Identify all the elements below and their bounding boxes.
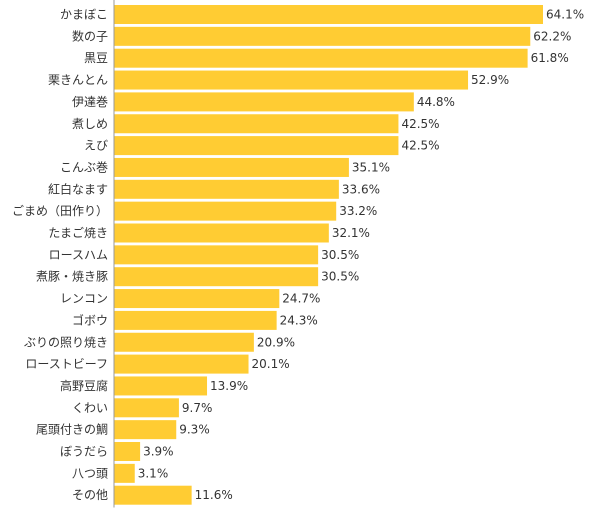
value-label: 11.6% bbox=[195, 488, 233, 502]
bar bbox=[114, 179, 339, 199]
category-label: 煮しめ bbox=[72, 117, 108, 131]
category-label: 黒豆 bbox=[84, 51, 108, 65]
category-label: たまご焼き bbox=[48, 225, 108, 240]
bar bbox=[114, 267, 319, 287]
bar bbox=[114, 376, 208, 396]
value-label: 30.5% bbox=[321, 270, 359, 284]
category-label: ゴボウ bbox=[72, 312, 108, 327]
value-label: 3.1% bbox=[138, 466, 169, 480]
bar bbox=[114, 354, 249, 374]
bar bbox=[114, 442, 141, 461]
value-label: 13.9% bbox=[210, 379, 248, 393]
category-label: ぶりの照り焼き bbox=[24, 335, 108, 349]
value-label: 44.8% bbox=[417, 95, 455, 109]
bar bbox=[114, 463, 135, 483]
bar bbox=[114, 48, 528, 68]
value-label: 33.6% bbox=[342, 182, 380, 196]
bar bbox=[114, 289, 280, 309]
bar bbox=[114, 70, 469, 90]
category-label: くわい bbox=[72, 401, 108, 415]
value-label: 62.2% bbox=[533, 29, 571, 43]
category-label: 栗きんとん bbox=[48, 73, 108, 87]
value-label: 64.1% bbox=[546, 8, 584, 22]
bar bbox=[114, 5, 543, 24]
category-label: 尾頭付きの鯛 bbox=[36, 423, 108, 437]
bars-group: かまぼこ 64.1% 数の子 62.2% 黒豆 61.8% 栗きんとん 52.9% 伊達巻 44.… bbox=[12, 5, 584, 505]
category-label: こんぶ巻 bbox=[60, 160, 108, 174]
bar bbox=[114, 485, 192, 505]
bar bbox=[114, 92, 414, 112]
category-label: ローストビーフ bbox=[25, 357, 108, 371]
bar bbox=[114, 420, 177, 440]
bar bbox=[114, 223, 329, 243]
category-label: ごまめ（田作り） bbox=[12, 203, 108, 218]
category-label: レンコン bbox=[60, 292, 108, 306]
value-label: 9.7% bbox=[182, 401, 213, 415]
value-label: 42.5% bbox=[401, 139, 439, 153]
category-label: えび bbox=[84, 139, 108, 153]
category-label: ぼうだら bbox=[60, 445, 108, 459]
bar bbox=[114, 245, 319, 265]
category-label: 伊達巻 bbox=[72, 95, 108, 109]
value-label: 24.3% bbox=[280, 313, 318, 327]
category-label: その他 bbox=[72, 488, 108, 502]
value-label: 30.5% bbox=[321, 248, 359, 262]
bar bbox=[114, 26, 531, 46]
value-label: 52.9% bbox=[471, 73, 509, 87]
value-label: 20.9% bbox=[257, 335, 295, 349]
bar bbox=[114, 332, 254, 352]
category-label: 煮豚・焼き豚 bbox=[36, 270, 108, 284]
category-label: 数の子 bbox=[72, 28, 108, 43]
bar bbox=[114, 310, 277, 330]
bar bbox=[114, 398, 179, 418]
value-label: 33.2% bbox=[339, 204, 377, 218]
value-label: 35.1% bbox=[352, 160, 390, 174]
value-label: 3.9% bbox=[143, 445, 174, 459]
bar bbox=[114, 157, 349, 177]
category-label: 紅白なます bbox=[48, 181, 108, 196]
category-label: ロースハム bbox=[49, 248, 108, 262]
category-label: 高野豆腐 bbox=[60, 378, 108, 393]
bar bbox=[114, 136, 399, 156]
category-label: 八つ頭 bbox=[72, 466, 108, 480]
value-label: 61.8% bbox=[531, 51, 569, 65]
value-label: 9.3% bbox=[179, 423, 210, 437]
bar bbox=[114, 114, 399, 134]
value-label: 20.1% bbox=[252, 357, 290, 371]
value-label: 24.7% bbox=[282, 292, 320, 306]
bar bbox=[114, 201, 337, 221]
value-label: 42.5% bbox=[401, 117, 439, 131]
value-label: 32.1% bbox=[332, 226, 370, 240]
category-label: かまぼこ bbox=[60, 8, 108, 22]
